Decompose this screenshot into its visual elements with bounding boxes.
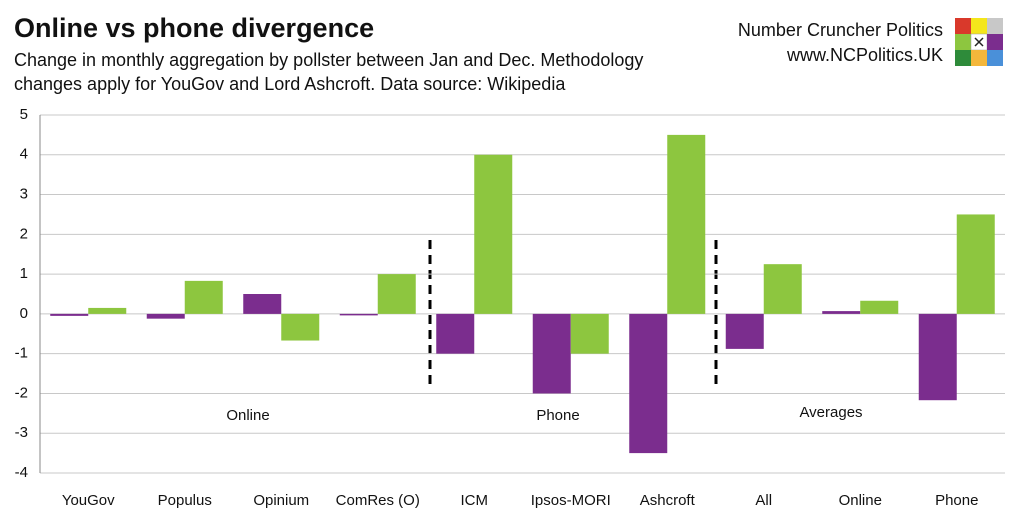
y-tick-label: -1 <box>15 345 28 362</box>
brand-name: Number Cruncher Politics <box>738 20 943 40</box>
bar <box>377 274 416 314</box>
chart-subtitle: Change in monthly aggregation by pollste… <box>14 50 643 70</box>
x-tick-label: Ipsos-MORI <box>531 492 611 509</box>
group-label: Averages <box>799 404 862 421</box>
bar <box>725 313 764 349</box>
bar <box>570 313 609 354</box>
bar <box>243 294 282 314</box>
y-tick-label: 0 <box>20 305 28 322</box>
bar <box>629 313 668 454</box>
bar <box>918 313 957 401</box>
y-tick-label: 1 <box>20 265 28 282</box>
chart-subtitle: changes apply for YouGov and Lord Ashcro… <box>14 74 566 94</box>
bar <box>184 280 223 314</box>
y-tick-label: 2 <box>20 225 28 242</box>
x-tick-label: ICM <box>461 492 489 509</box>
bar <box>763 264 802 314</box>
bar <box>956 214 995 314</box>
x-tick-label: Opinium <box>253 492 309 509</box>
group-label: Online <box>226 407 269 424</box>
logo <box>955 18 1003 66</box>
group-label: Phone <box>536 407 579 424</box>
x-tick-label: Phone <box>935 492 978 509</box>
bar <box>532 313 571 394</box>
y-tick-label: -3 <box>15 424 28 441</box>
y-tick-label: 4 <box>20 146 28 163</box>
chart-title: Online vs phone divergence <box>14 13 374 43</box>
bar <box>339 313 378 316</box>
bar <box>50 313 89 316</box>
x-tick-label: ComRes (O) <box>336 492 420 509</box>
bar <box>667 134 706 314</box>
y-tick-label: 3 <box>20 186 28 203</box>
x-tick-label: Ashcroft <box>640 492 696 509</box>
bar <box>474 154 513 314</box>
y-tick-label: -2 <box>15 384 28 401</box>
bar <box>822 311 861 314</box>
y-tick-label: 5 <box>20 106 28 123</box>
brand-url: www.NCPolitics.UK <box>786 45 943 65</box>
bar <box>88 307 127 314</box>
x-tick-label: All <box>755 492 772 509</box>
x-tick-label: Populus <box>158 492 212 509</box>
x-tick-label: Online <box>839 492 882 509</box>
y-tick-label: -4 <box>15 464 28 481</box>
bar <box>281 313 320 341</box>
bar <box>860 300 899 314</box>
x-tick-label: YouGov <box>62 492 115 509</box>
bar <box>146 313 185 319</box>
bar <box>436 313 475 354</box>
